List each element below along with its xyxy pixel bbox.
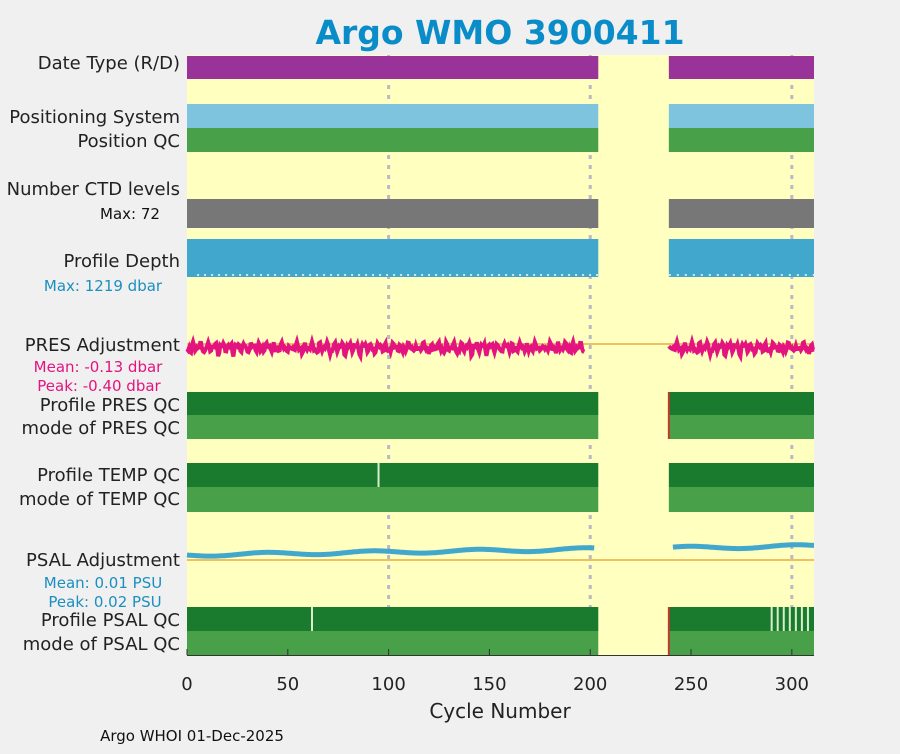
x-tick-label-100: 100	[371, 674, 405, 695]
row-labels: Date Type (R/D) Positioning System Posit…	[7, 53, 180, 655]
adjustment-lines	[185, 334, 815, 561]
profile_psal_qc-flag-308	[806, 607, 809, 631]
x-axis-label: Cycle Number	[429, 699, 571, 723]
label-profile-psal-qc: Profile PSAL QC	[41, 610, 180, 631]
profile_psal_qc-flag-290	[770, 607, 773, 631]
profile_pres_qc-restart-flag	[667, 392, 670, 415]
mode_pres_qc-restart-flag	[667, 415, 670, 439]
mode_psal_qc-bar-a	[187, 631, 599, 655]
mode_temp_qc-bar-b	[668, 487, 814, 512]
position_qc-bar-a	[187, 128, 599, 152]
profile_depth-bar-a	[187, 239, 599, 277]
footer-credit: Argo WHOI 01-Dec-2025	[100, 727, 284, 745]
profile_psal_qc-bar-a	[187, 607, 599, 631]
row-annotations: Max: 72 Max: 1219 dbar Mean: -0.13 dbar …	[34, 205, 164, 611]
profile_pres_qc-bar-a	[187, 392, 599, 415]
profile_temp_qc-bar-a	[187, 463, 599, 487]
x-tick-label-0: 0	[181, 674, 192, 695]
psal-peak-label: Peak: 0.02 PSU	[48, 593, 161, 611]
pres-peak-label: Peak: -0.40 dbar	[37, 377, 161, 395]
positioning-bar-b	[668, 104, 814, 128]
label-ctd-levels: Number CTD levels	[7, 179, 180, 200]
pres-mean-label: Mean: -0.13 dbar	[34, 358, 164, 376]
x-tick-label-150: 150	[472, 674, 506, 695]
x-tick-label-200: 200	[573, 674, 607, 695]
profile_psal_qc-flag-299	[788, 607, 791, 631]
profile_pres_qc-bar-b	[668, 392, 814, 415]
profile_psal_qc-flag-62	[310, 607, 313, 631]
status-bars	[187, 56, 814, 655]
label-profile-depth: Profile Depth	[63, 251, 180, 272]
pres-adjustment-line-a	[185, 334, 586, 364]
mode_pres_qc-bar-b	[668, 415, 814, 439]
profile_psal_qc-restart-flag	[667, 607, 670, 631]
date_type-bar-b	[668, 56, 814, 79]
label-profile-pres-qc: Profile PRES QC	[40, 395, 180, 416]
x-axis-line	[187, 655, 814, 656]
pres-adjustment-line-b	[667, 334, 815, 363]
label-mode-psal-qc: mode of PSAL QC	[23, 634, 180, 655]
psal-adjustment-line-b	[672, 542, 814, 552]
label-pres-adjustment: PRES Adjustment	[25, 335, 180, 356]
mode_temp_qc-bar-a	[187, 487, 599, 512]
x-tick-label-50: 50	[276, 674, 299, 695]
label-position-qc: Position QC	[77, 131, 180, 152]
depth-max-label: Max: 1219 dbar	[44, 277, 163, 295]
chart-title: Argo WMO 3900411	[315, 13, 684, 52]
profile_psal_qc-flag-302	[794, 607, 797, 631]
profile_psal_qc-bar-b	[668, 607, 814, 631]
ctd_levels-bar-b	[668, 199, 814, 228]
profile_psal_qc-flag-305	[800, 607, 803, 631]
ctd-max-label: Max: 72	[100, 205, 160, 223]
label-mode-temp-qc: mode of TEMP QC	[19, 489, 180, 510]
label-mode-pres-qc: mode of PRES QC	[22, 418, 180, 439]
date_type-bar-a	[187, 56, 599, 79]
psal-adjustment-line-a	[186, 545, 595, 559]
psal-mean-label: Mean: 0.01 PSU	[44, 574, 162, 592]
label-positioning-system: Positioning System	[9, 107, 180, 128]
profile_temp_qc-flag-95	[377, 463, 380, 487]
x-axis-ticks: 0 50 100 150 200 250 300	[181, 649, 809, 695]
mode_pres_qc-bar-a	[187, 415, 599, 439]
profile_psal_qc-flag-296	[782, 607, 785, 631]
profile_depth-bar-b	[668, 239, 814, 277]
x-tick-label-250: 250	[674, 674, 708, 695]
gridlines	[387, 55, 794, 655]
label-profile-temp-qc: Profile TEMP QC	[37, 465, 180, 486]
profile_psal_qc-flag-293	[776, 607, 779, 631]
label-date-type: Date Type (R/D)	[38, 53, 180, 74]
position_qc-bar-b	[668, 128, 814, 152]
label-psal-adjustment: PSAL Adjustment	[26, 550, 180, 571]
ctd_levels-bar-a	[187, 199, 599, 228]
mode_psal_qc-restart-flag	[667, 631, 670, 655]
x-tick-label-300: 300	[775, 674, 809, 695]
mode_psal_qc-bar-b	[668, 631, 814, 655]
profile_temp_qc-bar-b	[668, 463, 814, 487]
positioning-bar-a	[187, 104, 599, 128]
